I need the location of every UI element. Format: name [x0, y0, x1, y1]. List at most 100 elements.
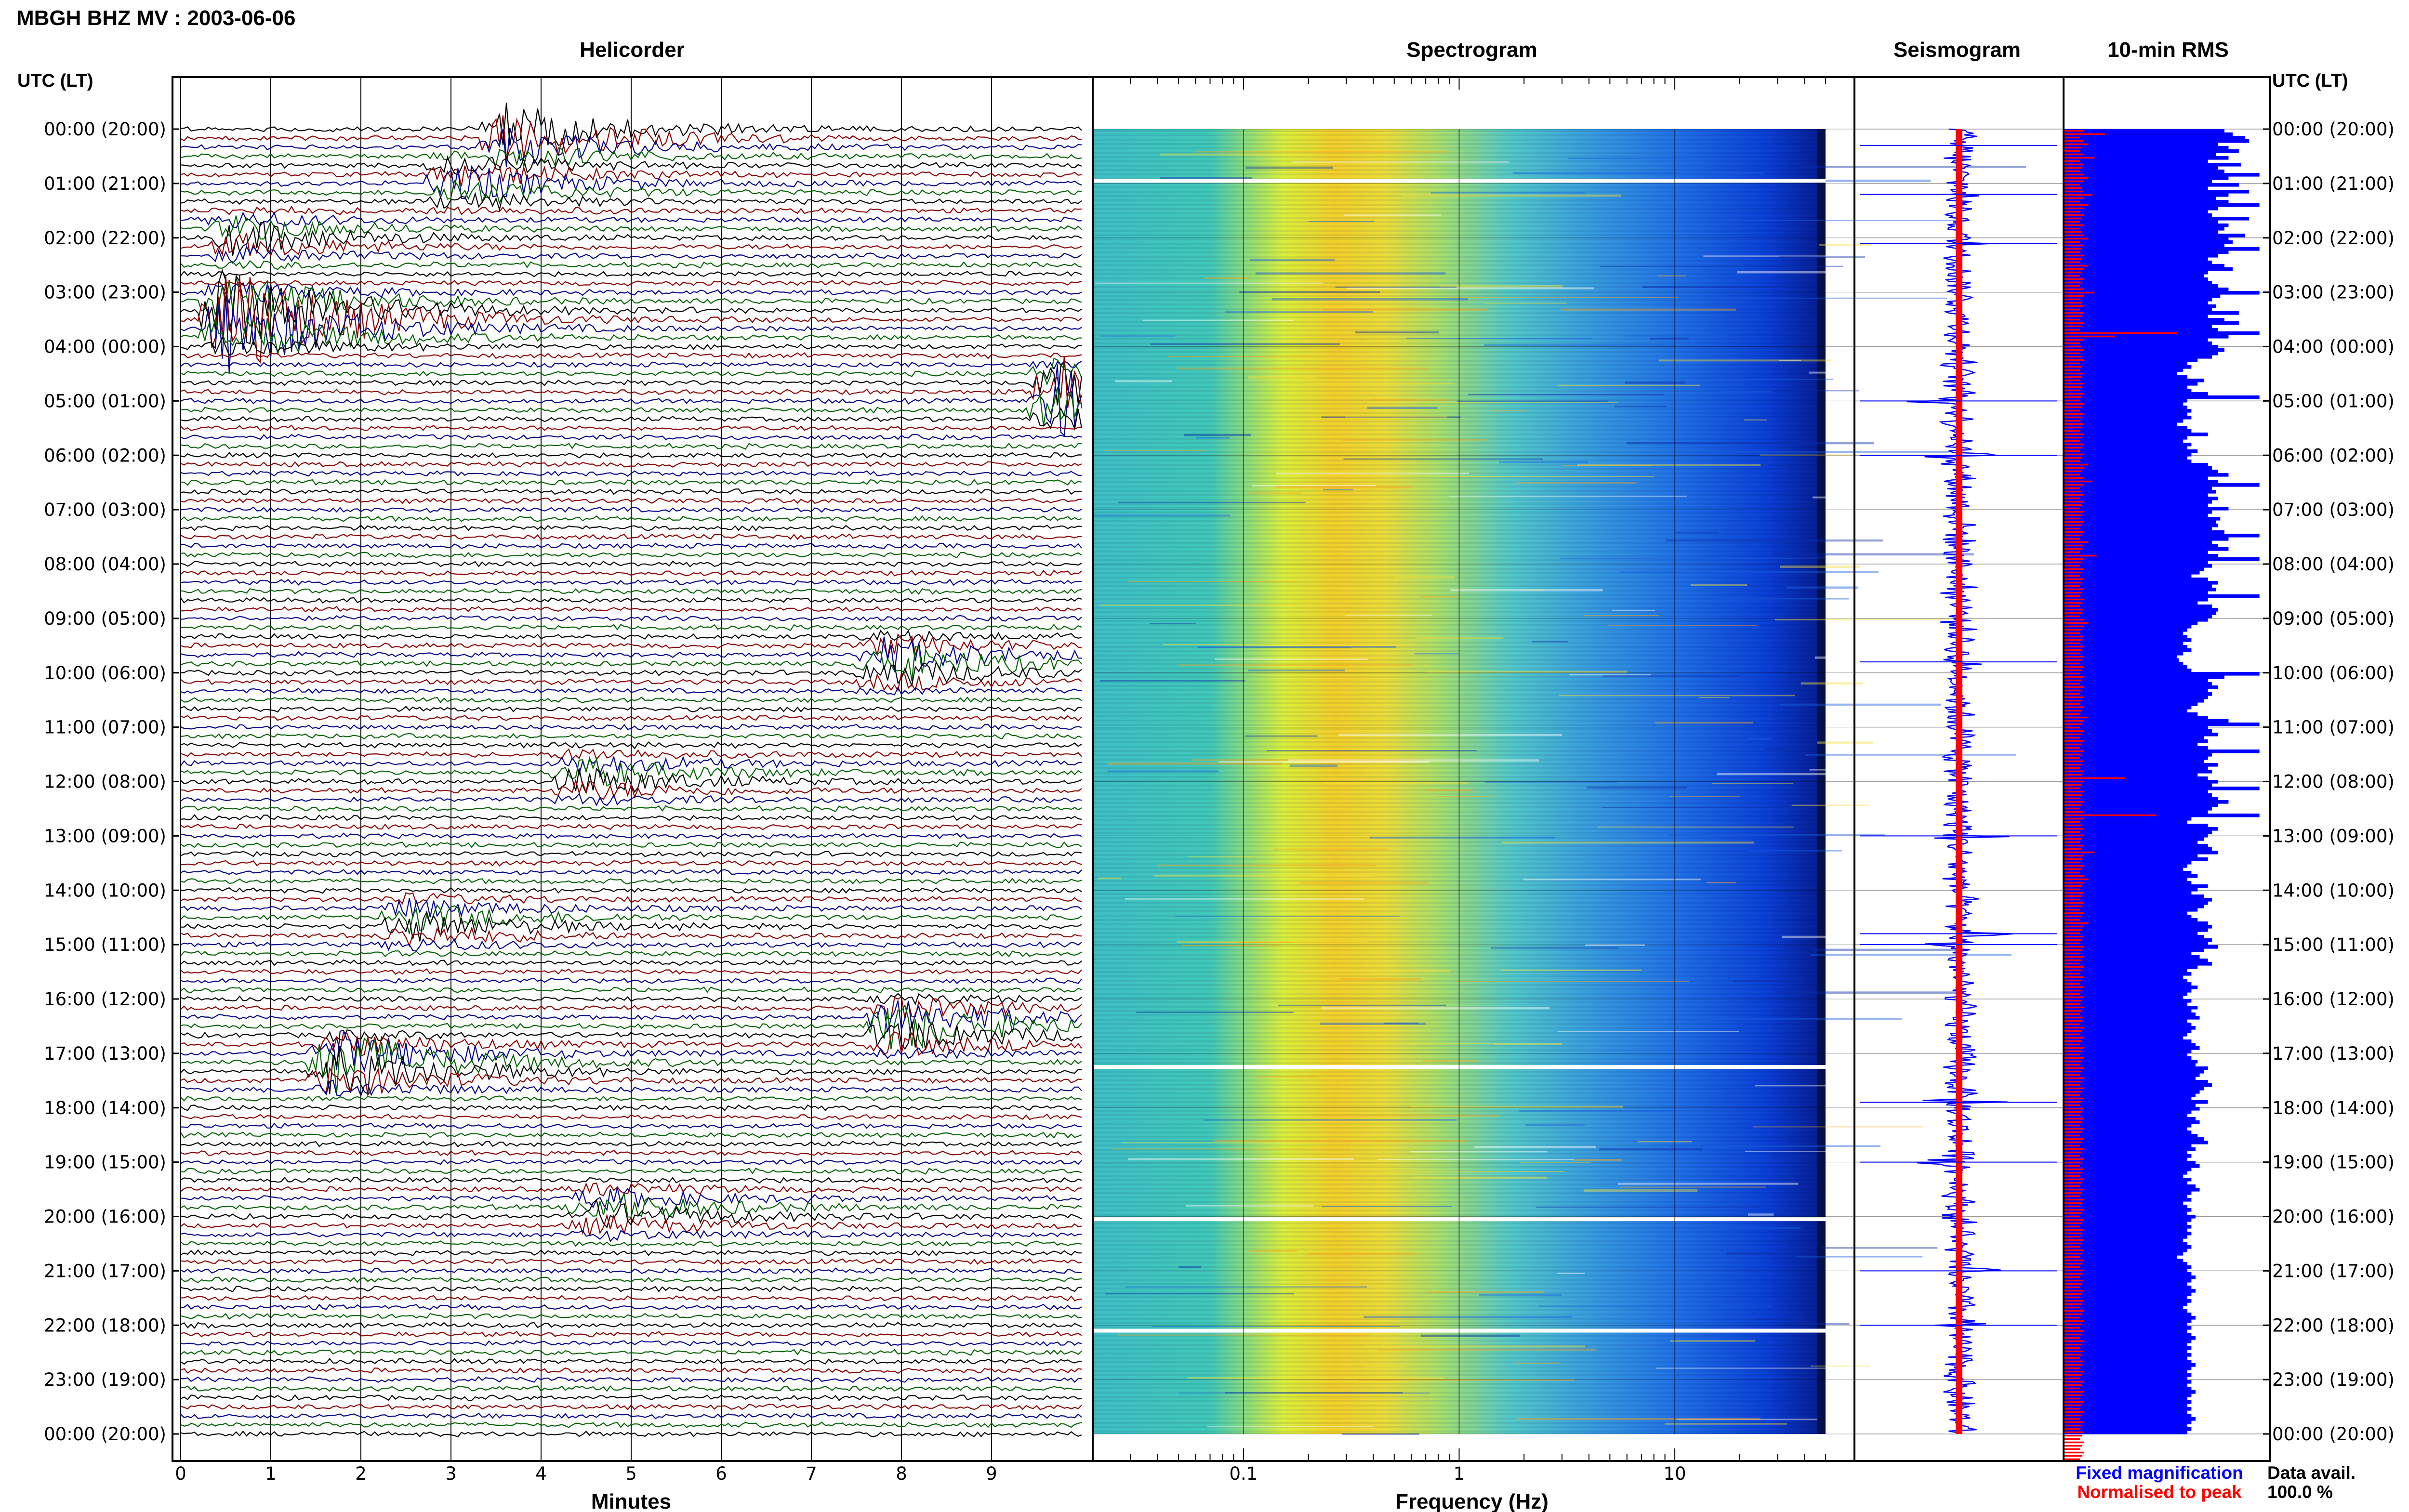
spectrogram-streak — [1559, 695, 1795, 697]
rms-bar-fixed — [2064, 894, 2204, 898]
helicorder-trace — [180, 245, 1082, 264]
rms-bar-fixed — [2064, 1346, 2192, 1350]
rms-bar-fixed — [2064, 1279, 2192, 1283]
rms-bar-fixed — [2064, 1114, 2187, 1118]
rms-bar-fixed — [2064, 1410, 2187, 1414]
rms-bar-fixed — [2064, 1100, 2208, 1104]
spectrogram-streak — [1335, 286, 1457, 288]
rms-bar-fixed — [2064, 905, 2204, 908]
rms-bar-fixed — [2064, 692, 2212, 696]
helicorder-trace — [180, 552, 1082, 559]
rms-bar-normalised — [2064, 1161, 2082, 1164]
rms-bar-normalised — [2064, 349, 2084, 351]
spectrogram-streak — [1308, 221, 1374, 223]
rms-bar-fixed — [2064, 1242, 2187, 1246]
helicorder-trace — [180, 128, 1082, 168]
helicorder-trace — [180, 488, 1082, 495]
rms-bar-fixed — [2064, 1090, 2200, 1094]
time-label-left: 00:00 (20:00) — [44, 119, 166, 140]
spectrogram-streak — [1650, 337, 1689, 340]
rms-bar-normalised — [2064, 184, 2080, 186]
rms-bar-normalised — [2064, 254, 2084, 257]
rms-bar-normalised — [2064, 1262, 2082, 1265]
spectrogram-streak — [1136, 1012, 1294, 1013]
spectrogram-streak — [1791, 804, 1869, 806]
spectrogram-streak — [1813, 496, 2036, 499]
helicorder-trace — [180, 1031, 1082, 1057]
time-label-left: 15:00 (11:00) — [44, 934, 166, 955]
time-label-left: 08:00 (04:00) — [44, 554, 166, 575]
rms-bar-fixed — [2064, 416, 2192, 420]
spectrogram-streak — [1160, 153, 1315, 156]
rms-bar-normalised — [2064, 1124, 2080, 1127]
rms-bar-fixed — [2064, 959, 2208, 962]
helicorder-trace — [180, 1394, 1082, 1401]
rms-bar-normalised — [2064, 1289, 2084, 1292]
spectrogram-streak — [1499, 461, 1588, 463]
rms-bar-fixed — [2064, 257, 2208, 261]
legend-normalised-to-peak: Normalised to peak — [2077, 1482, 2242, 1502]
spectrogram-streak — [1204, 277, 1250, 279]
rms-bar-fixed — [2064, 871, 2192, 875]
rms-bar-normalised — [2064, 898, 2080, 901]
rms-bar-normalised — [2064, 190, 2084, 193]
spectrogram-streak — [1492, 410, 1527, 411]
rms-bar-normalised — [2064, 932, 2080, 934]
spectrogram-streak — [1167, 355, 1311, 357]
spectrogram-streak — [1377, 1158, 1575, 1160]
rms-bar-fixed — [2064, 190, 2250, 194]
rms-bar-normalised — [2064, 925, 2084, 928]
rms-bar-normalised — [2064, 130, 2084, 132]
spectrogram-streak — [1177, 368, 1429, 370]
helicorder-trace — [180, 1168, 1082, 1175]
rms-bar-normalised — [2064, 1077, 2084, 1079]
rms-bar-fixed — [2064, 1326, 2192, 1330]
rms-bar-normalised — [2064, 315, 2082, 317]
time-label-right: 12:00 (08:00) — [2272, 772, 2395, 792]
helicorder-trace — [180, 1367, 1082, 1374]
rms-bar-fixed — [2064, 1043, 2196, 1047]
spectrogram-streak — [1668, 834, 1885, 837]
rms-bar-normalised — [2064, 1445, 2082, 1447]
helicorder-trace — [180, 1131, 1082, 1139]
spectrogram-streak — [1278, 1004, 1446, 1006]
rms-bar-fixed — [2064, 723, 2260, 726]
rms-bar-normalised — [2064, 1397, 2080, 1400]
time-label-right: 00:00 (20:00) — [2272, 1424, 2395, 1445]
rms-bar-normalised — [2064, 450, 2080, 452]
rms-bar-normalised — [2064, 790, 2084, 793]
helicorder-trace — [180, 697, 1082, 704]
rms-bar-fixed — [2064, 1050, 2192, 1053]
rms-bar-fixed — [2064, 1006, 2198, 1010]
rms-bar-fixed — [2064, 227, 2224, 231]
time-label-left: 02:00 (22:00) — [44, 228, 166, 249]
spectrogram-streak — [1184, 434, 1251, 436]
rms-bar-normalised — [2064, 730, 2084, 732]
rms-bar-fixed — [2064, 578, 2208, 581]
spectrogram-streak — [1095, 282, 1324, 284]
rms-bar-normalised — [2064, 848, 2082, 850]
rms-bar-fixed — [2064, 1147, 2196, 1151]
spectrogram-streak — [1244, 735, 1318, 737]
spectrogram-streak — [1345, 416, 1448, 418]
rms-bar-fixed — [2064, 220, 2218, 224]
rms-bar-fixed — [2064, 881, 2192, 885]
rms-bar-normalised — [2064, 1158, 2084, 1160]
spectrogram-title: Spectrogram — [1406, 38, 1537, 62]
rms-bar-normalised — [2064, 140, 2084, 142]
rms-bar-normalised — [2064, 1431, 2084, 1433]
spectrogram-streak — [1491, 947, 1619, 949]
rms-bar-fixed — [2064, 1255, 2177, 1259]
rms-bar-normalised — [2064, 1222, 2082, 1224]
helicorder-trace — [180, 636, 1082, 672]
rms-bar-fixed — [2064, 561, 2208, 565]
rms-bar-normalised — [2064, 312, 2084, 314]
rms-bar-normalised — [2064, 433, 2084, 435]
rms-bar-normalised — [2064, 1084, 2080, 1086]
rms-bar-fixed — [2064, 298, 2212, 302]
helicorder-trace — [180, 996, 1082, 1019]
spectrogram-streak — [1322, 1206, 1453, 1208]
rms-bar-normalised — [2064, 568, 2084, 570]
rms-bar-normalised — [2064, 1370, 2084, 1373]
rms-bar-normalised — [2064, 443, 2084, 446]
